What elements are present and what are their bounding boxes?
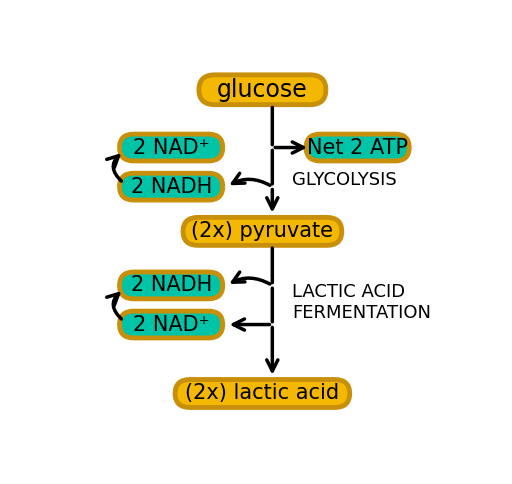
FancyBboxPatch shape bbox=[306, 134, 409, 161]
Text: 2 NAD⁺: 2 NAD⁺ bbox=[133, 315, 209, 334]
Text: (2x) pyruvate: (2x) pyruvate bbox=[191, 221, 333, 242]
Text: LACTIC ACID
FERMENTATION: LACTIC ACID FERMENTATION bbox=[292, 283, 431, 321]
Text: 2 NADH: 2 NADH bbox=[131, 177, 212, 197]
FancyBboxPatch shape bbox=[183, 217, 342, 245]
FancyBboxPatch shape bbox=[120, 272, 223, 299]
FancyBboxPatch shape bbox=[120, 134, 223, 161]
FancyBboxPatch shape bbox=[120, 311, 223, 338]
Text: 2 NADH: 2 NADH bbox=[131, 275, 212, 295]
Text: Net 2 ATP: Net 2 ATP bbox=[307, 137, 408, 157]
FancyBboxPatch shape bbox=[199, 75, 326, 105]
Text: GLYCOLYSIS: GLYCOLYSIS bbox=[292, 171, 397, 189]
Text: (2x) lactic acid: (2x) lactic acid bbox=[185, 383, 339, 404]
Text: glucose: glucose bbox=[217, 78, 308, 102]
FancyBboxPatch shape bbox=[120, 173, 223, 200]
FancyBboxPatch shape bbox=[175, 379, 350, 408]
Text: 2 NAD⁺: 2 NAD⁺ bbox=[133, 137, 209, 157]
